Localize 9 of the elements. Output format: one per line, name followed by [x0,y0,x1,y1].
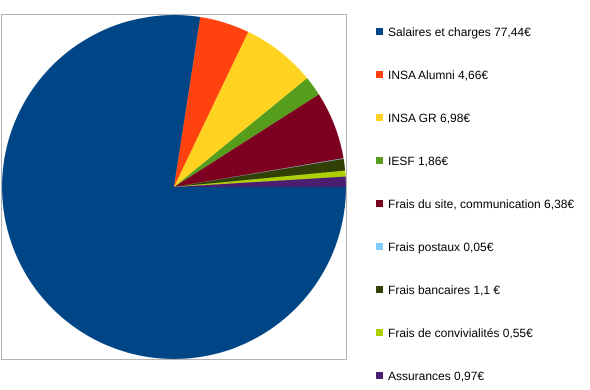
legend-label: Frais du site, communication 6,38€ [388,196,574,210]
legend-label: Frais postaux 0,05€ [388,240,494,254]
legend-label: Assurances 0,97€ [388,368,484,382]
legend-label: Salaires et charges 77,44€ [388,24,531,38]
legend-label: Frais de convivialités 0,55€ [388,326,533,340]
legend-label: IESF 1,86€ [388,154,448,168]
legend-label: INSA Alumni 4,66€ [388,68,488,82]
legend-label: INSA GR 6,98€ [388,110,470,124]
legend-label: Frais bancaires 1,1 € [388,282,500,296]
